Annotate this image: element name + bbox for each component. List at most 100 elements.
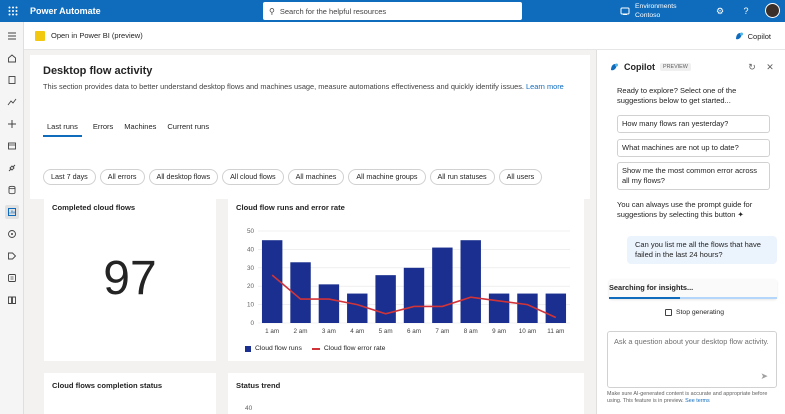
x-tick-label: 7 am (435, 328, 449, 335)
process-mining-icon[interactable] (5, 249, 19, 263)
status-text: Searching for insights... (609, 283, 694, 292)
user-avatar[interactable] (765, 3, 780, 18)
error-rate-line (271, 274, 557, 319)
tab-machines[interactable]: Machines (124, 122, 157, 131)
learn-more-link[interactable]: Learn more (526, 82, 564, 91)
bar (403, 267, 425, 323)
completed-card-title: Completed cloud flows (52, 203, 136, 212)
runs-error-rate-chart: 0 10 20 30 40 50 1 am 2 am 3 am 4 am 5 am 6 am 7 am 8… (247, 228, 570, 335)
preview-badge: PREVIEW (660, 63, 691, 71)
tab-current-runs[interactable]: Current runs (167, 122, 210, 131)
x-tick-label: 5 am (379, 328, 393, 335)
hamburger-menu-icon[interactable] (5, 29, 19, 43)
templates-icon[interactable] (5, 139, 19, 153)
filter-cloud-flows[interactable]: All cloud flows (222, 169, 284, 185)
help-icon[interactable]: ? (743, 6, 749, 16)
app-launcher-icon[interactable] (0, 0, 26, 22)
copilot-toggle-button[interactable]: Copilot (734, 31, 771, 41)
copilot-title: Copilot (624, 62, 655, 72)
data-icon[interactable] (5, 183, 19, 197)
app-title[interactable]: Power Automate (30, 6, 101, 16)
x-tick-label: 10 am (519, 328, 537, 335)
legend-label-error-rate: Cloud flow error rate (323, 345, 386, 352)
y-tick-label: 0 (250, 320, 254, 327)
filter-date-range[interactable]: Last 7 days (43, 169, 96, 185)
prompt-guide-icon[interactable]: ✦ (737, 210, 744, 219)
copilot-status: Searching for insights... (609, 279, 777, 299)
x-tick-label: 9 am (492, 328, 506, 335)
status-progress-fill (609, 297, 680, 299)
solutions-icon[interactable] (5, 271, 19, 285)
page-description-text: This section provides data to better und… (43, 82, 524, 91)
x-tick-label: 3 am (322, 328, 336, 335)
completion-status-card[interactable]: Cloud flows completion status (44, 373, 216, 414)
environment-picker[interactable]: Environments Contoso (620, 2, 677, 20)
tab-last-runs[interactable]: Last runs (43, 122, 82, 137)
bar (545, 293, 567, 323)
filter-users[interactable]: All users (498, 169, 543, 185)
search-box[interactable]: ⚲ Search for the helpful resources (263, 2, 522, 20)
status-trend-y-tick: 40 (245, 405, 253, 412)
stop-generating-label: Stop generating (676, 309, 724, 316)
copilot-input[interactable]: Ask a question about your desktop flow a… (607, 331, 777, 388)
suggestion-button-3[interactable]: Show me the most common error across all… (617, 162, 770, 190)
settings-gear-icon[interactable]: ⚙ (715, 6, 725, 16)
filter-machine-groups[interactable]: All machine groups (348, 169, 426, 185)
close-icon[interactable]: ✕ (766, 62, 774, 72)
create-icon[interactable] (5, 117, 19, 131)
bar (290, 262, 311, 323)
suggestion-button-1[interactable]: How many flows ran yesterday? (617, 115, 770, 133)
filter-desktop-flows[interactable]: All desktop flows (148, 169, 219, 185)
top-bar: Power Automate ⚲ Search for the helpful … (0, 0, 785, 22)
open-in-power-bi-label: Open in Power BI (preview) (51, 31, 143, 40)
monitor-icon[interactable] (5, 205, 19, 219)
status-progress-track (609, 297, 777, 299)
filter-run-statuses[interactable]: All run statuses (429, 169, 495, 185)
tab-errors[interactable]: Errors (92, 122, 114, 131)
y-tick-label: 10 (247, 302, 255, 309)
open-in-power-bi-button[interactable]: Open in Power BI (preview) (35, 30, 143, 41)
bar (517, 293, 538, 323)
prompt-guide-hint: You can always use the prompt guide for … (617, 200, 770, 220)
completion-status-title: Cloud flows completion status (52, 381, 163, 390)
command-bar: Open in Power BI (preview) Copilot (24, 22, 785, 50)
my-flows-icon[interactable] (5, 95, 19, 109)
bar (375, 275, 396, 323)
copilot-logo-icon (611, 63, 618, 71)
copilot-icon (735, 32, 743, 40)
x-tick-label: 4 am (350, 328, 364, 335)
learn-icon[interactable] (5, 293, 19, 307)
connectors-icon[interactable] (5, 161, 19, 175)
search-icon: ⚲ (269, 6, 275, 16)
legend-item-error-rate[interactable]: Cloud flow error rate (311, 345, 386, 352)
chart-legend: Cloud flow runs Cloud flow error rate (245, 345, 395, 352)
chart-title: Cloud flow runs and error rate (236, 203, 345, 212)
copilot-toggle-label: Copilot (747, 31, 771, 41)
bar (488, 293, 510, 323)
suggestion-button-2[interactable]: What machines are not up to date? (617, 139, 770, 157)
legend-item-runs[interactable]: Cloud flow runs (245, 345, 302, 352)
legend-swatch-bar (245, 345, 251, 352)
approvals-icon[interactable] (5, 73, 19, 87)
copilot-panel: Copilot PREVIEW ↻ ✕ Ready to explore? Se… (596, 50, 785, 414)
copilot-header: Copilot PREVIEW (609, 62, 691, 72)
y-tick-label: 20 (247, 283, 255, 290)
completed-count: 97 (103, 252, 157, 305)
tab-list: Last runs Errors Machines Current runs (43, 122, 220, 137)
refresh-icon[interactable]: ↻ (748, 62, 756, 72)
search-input[interactable]: Search for the helpful resources (279, 6, 387, 16)
home-icon[interactable] (5, 51, 19, 65)
see-terms-link[interactable]: See terms (685, 398, 710, 404)
ai-hub-icon[interactable] (5, 227, 19, 241)
runs-error-rate-card[interactable]: Cloud flow runs and error rate 0 10 20 30 40… (228, 195, 584, 361)
environment-label: Environments (635, 3, 677, 10)
x-tick-label: 1 am (265, 328, 279, 335)
filter-machines[interactable]: All machines (287, 169, 345, 185)
status-trend-card[interactable]: Status trend 40 (228, 373, 584, 414)
completed-cloud-flows-card[interactable]: Completed cloud flows 97 (44, 195, 216, 361)
stop-icon (665, 309, 672, 316)
stop-generating-button[interactable]: Stop generating (665, 309, 724, 316)
x-tick-label: 8 am (464, 328, 478, 335)
send-icon[interactable]: ➤ (760, 371, 768, 381)
filter-errors[interactable]: All errors (99, 169, 145, 185)
